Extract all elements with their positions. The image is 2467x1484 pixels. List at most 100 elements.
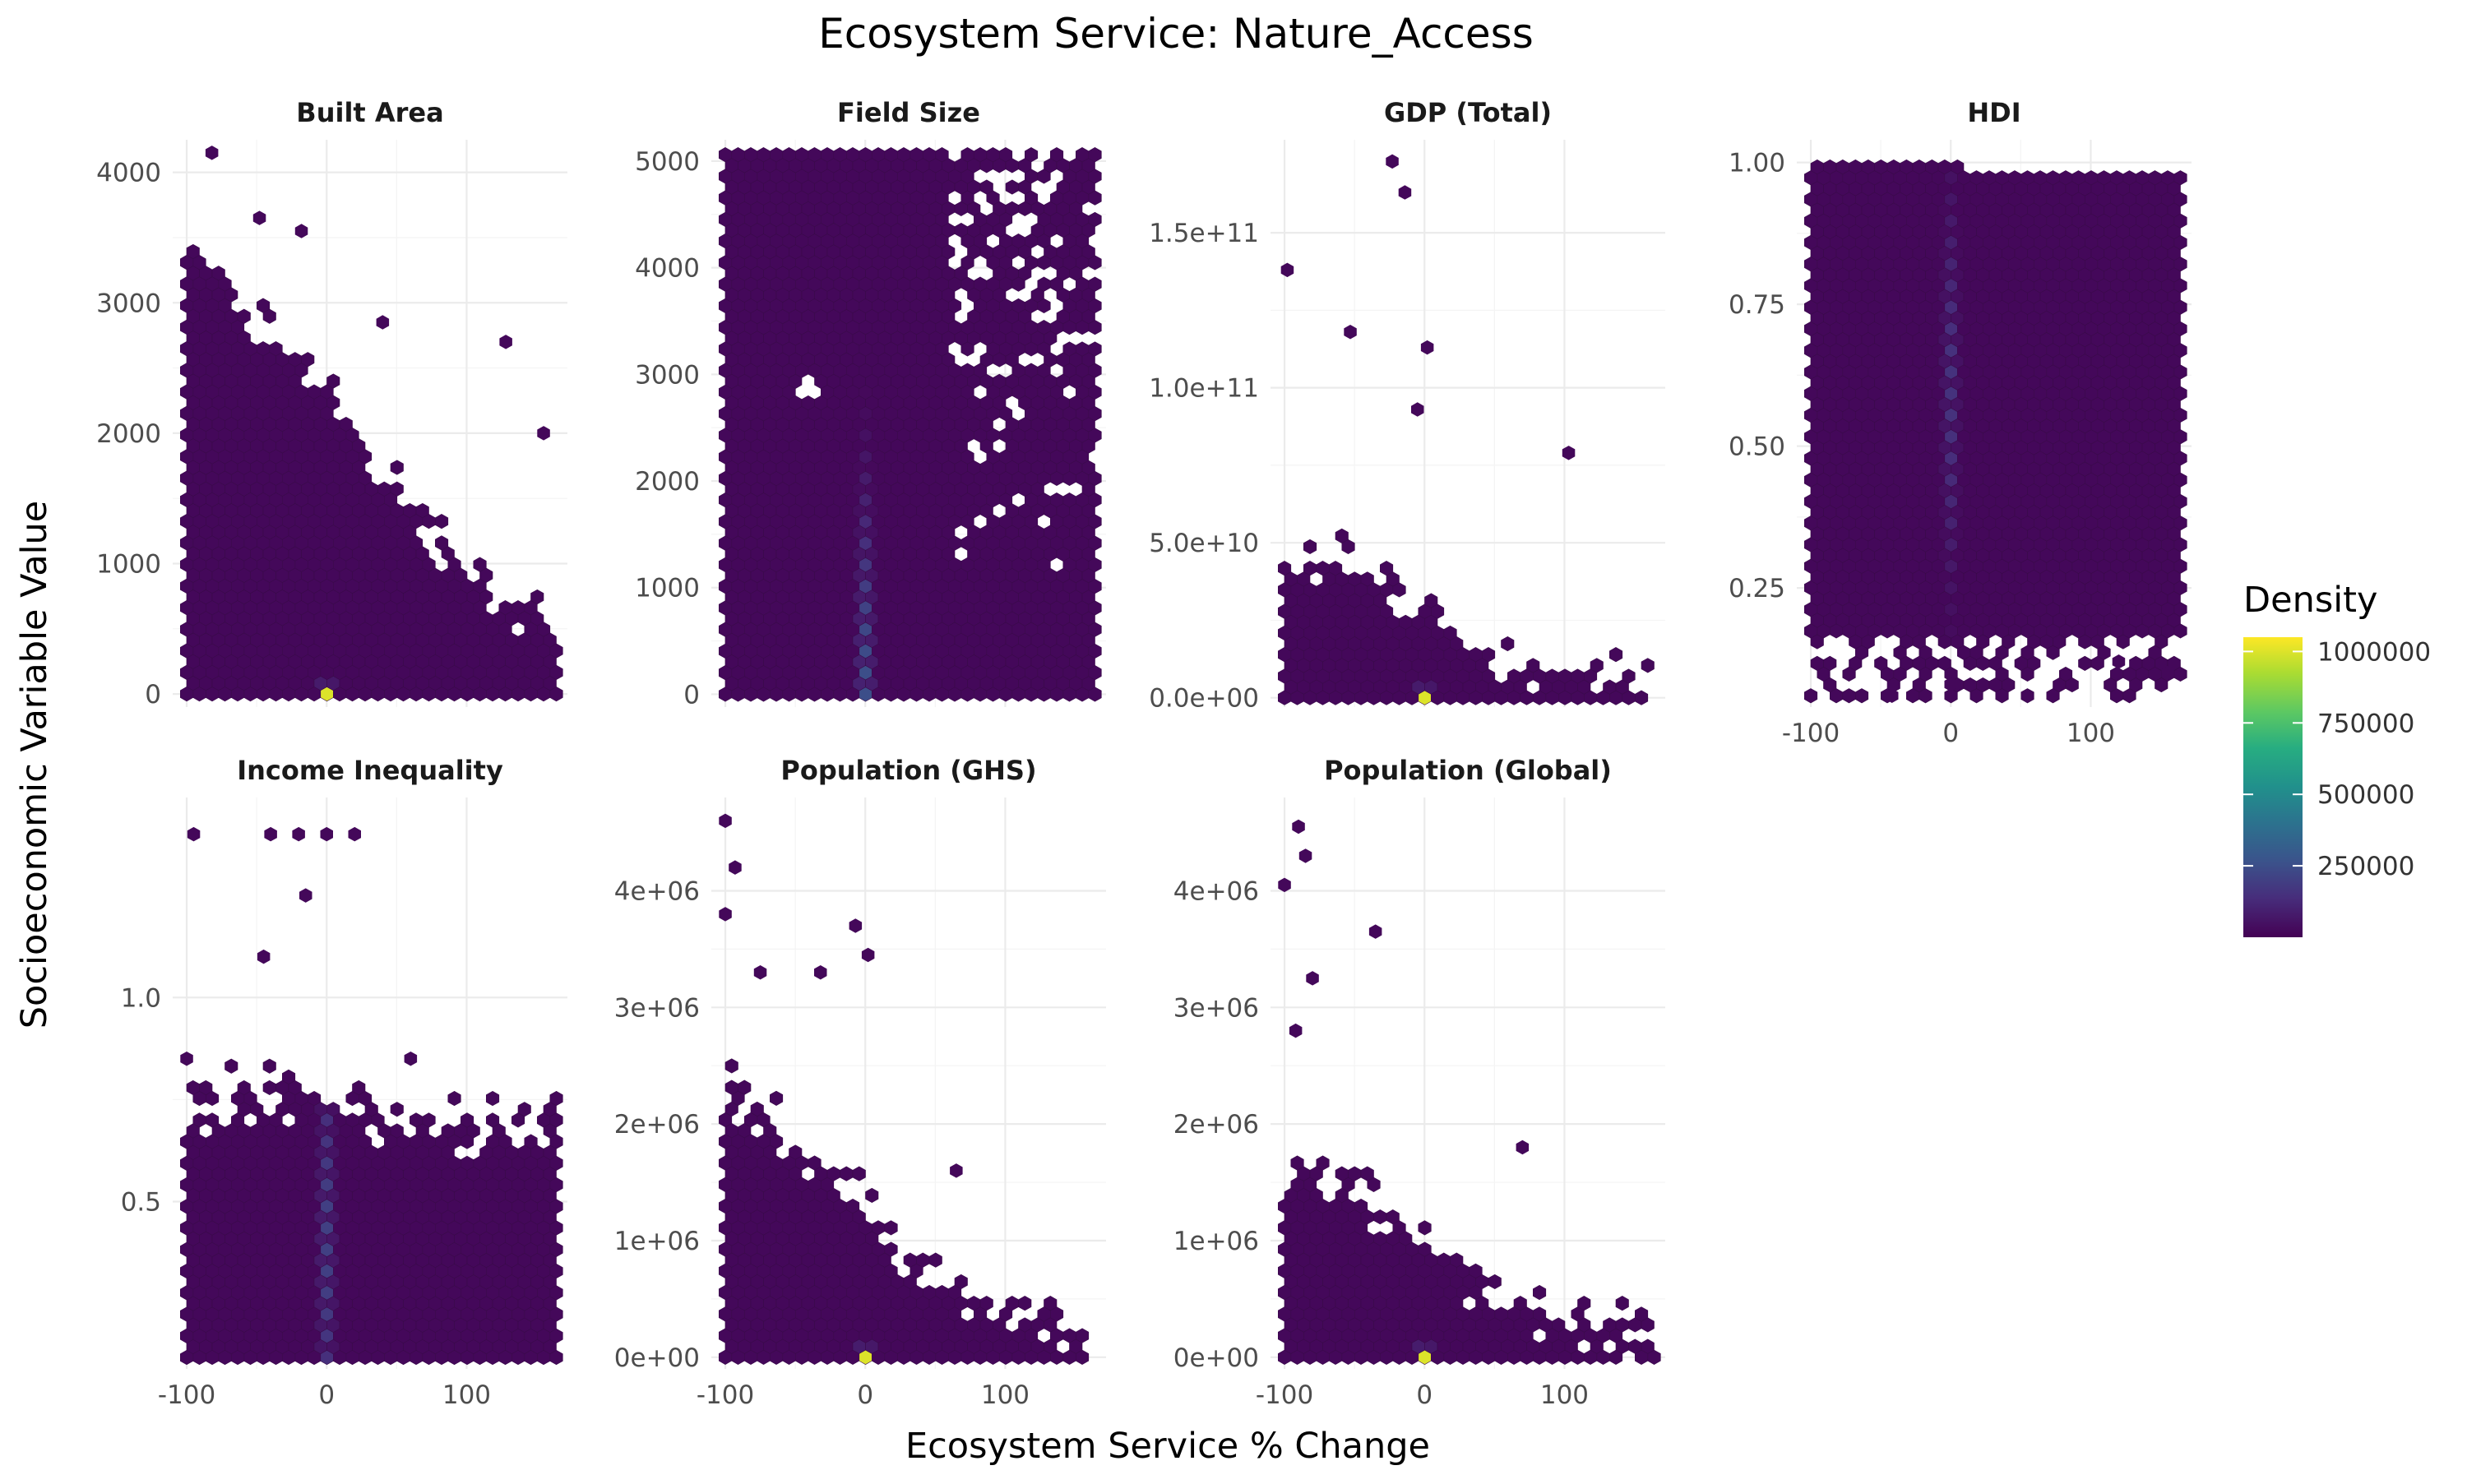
hexbin-layer [1278,820,1660,1365]
hexbin-outlier [1421,340,1434,355]
hexbin [770,1091,783,1106]
y-tick-label: 1e+06 [614,1227,700,1256]
y-tick-label: 1000 [96,550,161,580]
panel-title: HDI [1967,97,2020,128]
hexbin-outlier [754,965,767,980]
hexbin-outlier [257,950,271,964]
hexbin-outlier [1399,185,1412,200]
hexbin-layer [719,814,1089,1365]
y-tick-label: 1.0e+11 [1149,374,1259,404]
x-tick-label: 0 [1942,719,1959,748]
hexbin [1303,539,1317,554]
y-tick-label: 1.5e+11 [1149,219,1259,248]
y-tick-label: 0.0e+00 [1149,684,1259,714]
hexbin [1855,689,1868,704]
hexbin [391,460,404,475]
facet-panel-income-inequality: Income Inequality 0.5 1.0 -100 0 100 [121,755,567,1410]
x-tick-label: -100 [158,1380,215,1410]
hexbin-outlier [950,1163,963,1178]
hexbin-layer [180,146,562,701]
hexbin-layer [1804,159,2187,703]
hexbin [1609,647,1622,662]
y-tick-label: 0 [145,680,161,710]
y-tick-label: 0e+00 [614,1343,700,1373]
y-tick-label: 0 [683,680,700,710]
hexbin-layer [180,827,562,1365]
hexbin-outlier [292,827,305,842]
hexbin-outlier [2113,654,2126,669]
hexbin-outlier [321,827,334,842]
panel-title: Field Size [837,97,980,128]
y-tick-label: 1000 [635,574,700,603]
hexbin [1635,691,1648,705]
x-tick-label: 100 [442,1380,491,1410]
x-tick-label: 0 [318,1380,335,1410]
hexbin [1006,180,1019,195]
hexbin [1019,1296,1032,1311]
y-tick-label: 3000 [635,360,700,390]
panel-title: GDP (Total) [1384,97,1552,128]
y-tick-label: 2000 [635,467,700,497]
hexbin [929,1253,942,1268]
hexbin-outlier [180,1052,193,1066]
chart-title: Ecosystem Service: Nature_Access [818,10,1534,58]
facet-panel-hdi: HDI 0.25 0.50 0.75 1.00 -100 0 100 [1729,97,2192,748]
hexbin-outlier [349,827,362,842]
hexbin-outlier [187,827,201,842]
hexbin-layer [719,147,1101,701]
hexbin [486,1091,499,1106]
hexbin [1502,636,1515,651]
y-tick-label: 0.25 [1729,574,1785,603]
hexbin-outlier [719,907,732,922]
hexbin [448,1091,461,1106]
hexbin [2021,689,2034,704]
hexbin-outlier [264,827,277,842]
x-tick-label: 100 [2067,719,2115,748]
hexbin-outlier [849,918,863,933]
hexbin-outlier [862,948,875,963]
y-tick-label: 3e+06 [614,993,700,1023]
hexbin-outlier [295,224,308,238]
x-tick-label: -100 [1782,719,1840,748]
y-tick-label: 0.50 [1729,432,1785,462]
panel-title: Income Inequality [237,755,503,786]
hexbin [725,1059,738,1074]
hexbin-outlier [719,814,732,829]
y-tick-label: 2000 [96,419,161,449]
x-tick-label: 100 [981,1380,1030,1410]
hexbin-outlier [499,335,512,349]
hexbin-outlier [253,210,266,225]
y-tick-label: 1.0 [121,983,161,1013]
hexbin [1804,689,1817,704]
hexbin-outlier [537,426,550,441]
hexbin [853,1167,866,1181]
facet-panel-gdp-total: GDP (Total) 0.0e+00 5.0e+10 1.0e+11 1.5e+11 [1149,97,1665,714]
hexbin [435,514,448,529]
hexbin-outlier [206,146,219,160]
hexbin-outlier [405,1052,418,1066]
hexbin-outlier [377,315,390,330]
y-tick-label: 0.5 [121,1187,161,1217]
y-tick-label: 3000 [96,289,161,318]
y-tick-label: 5.0e+10 [1149,529,1259,558]
hexbin [391,1103,404,1117]
x-tick-label: 0 [857,1380,873,1410]
hexbin [885,1221,898,1236]
panel-title: Population (GHS) [780,755,1036,786]
y-tick-label: 1.00 [1729,149,1785,178]
hexbin [2079,656,2092,671]
y-tick-label: 4000 [635,254,700,284]
hexbin [263,1080,276,1095]
y-tick-label: 2e+06 [614,1110,700,1140]
y-tick-label: 4e+06 [614,876,700,906]
hexbin [840,1167,854,1181]
facet-panel-population-global: Population (Global)0e+001e+062e+063e+064… [1173,755,1665,1410]
hexbin-outlier [1411,402,1424,417]
hexbin-outlier [1281,263,1294,278]
y-tick-label: 0.75 [1729,290,1785,320]
